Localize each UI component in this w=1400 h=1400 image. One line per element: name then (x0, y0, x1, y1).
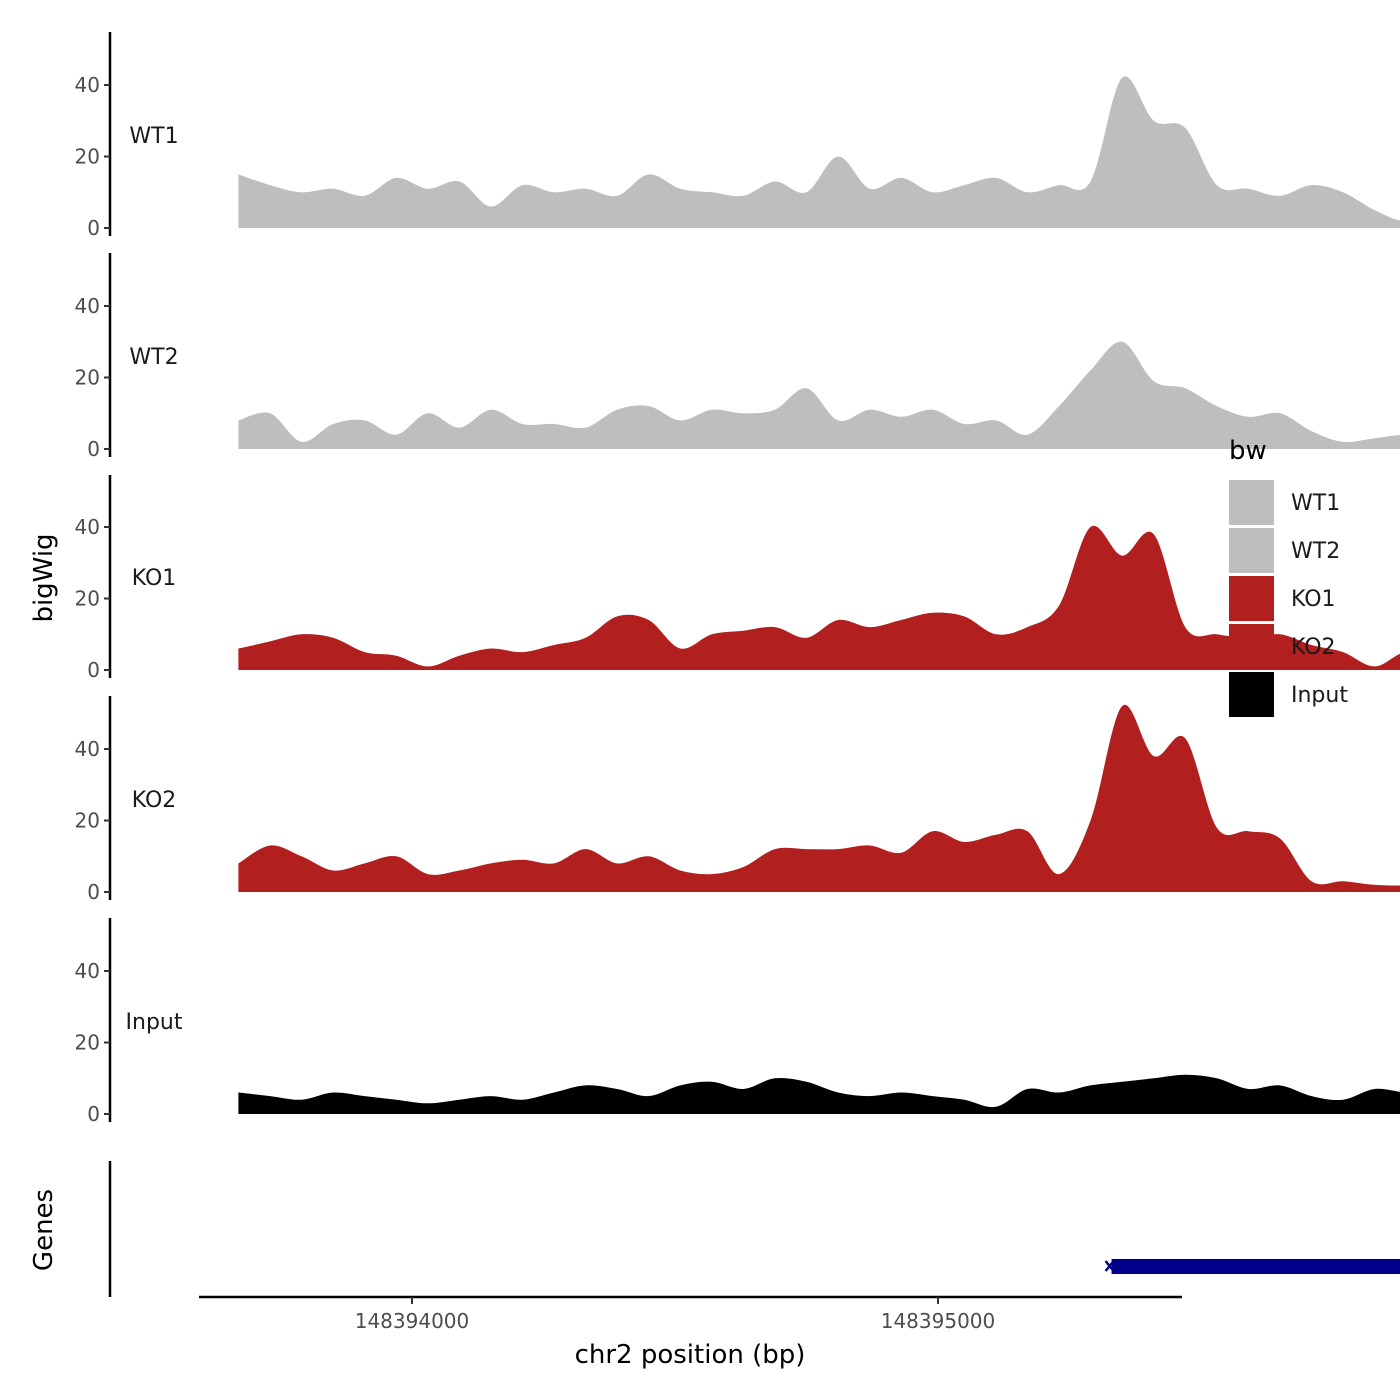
legend-label: KO1 (1291, 587, 1336, 612)
track-wt2: 0 20 40 WT2 (75, 253, 1400, 461)
genes-panel: Sstr4 (108, 1161, 1400, 1297)
legend-item-ko1: KO1 (1229, 576, 1336, 621)
legend-item-ko2: KO2 (1229, 624, 1336, 669)
y-tick-label: 40 (75, 73, 100, 97)
y-axis-title: bigWig (29, 533, 59, 622)
legend-swatch (1229, 576, 1274, 621)
x-axis: 148394000148395000148396000 (199, 1295, 1182, 1333)
y-tick-label: 40 (75, 294, 100, 318)
y-tick-label: 40 (75, 959, 100, 983)
x-tick-label: 148395000 (881, 1309, 996, 1333)
track-ko2: 0 20 40 KO2 (75, 696, 1400, 904)
genes-axis-title: Genes (29, 1189, 59, 1271)
y-tick-label: 20 (75, 809, 100, 833)
legend-swatch (1229, 624, 1274, 669)
legend-label: KO2 (1291, 635, 1336, 660)
legend-label: Input (1291, 683, 1348, 708)
y-tick-label: 0 (87, 1102, 100, 1126)
track-ko1: 0 20 40 KO1 (75, 475, 1400, 682)
legend-label: WT2 (1291, 539, 1340, 564)
track-label: WT2 (129, 345, 178, 370)
coverage-area-wt2 (238, 341, 1400, 449)
y-tick-label: 20 (75, 587, 100, 611)
y-tick-label: 20 (75, 145, 100, 169)
legend-swatch (1229, 528, 1274, 573)
legend-item-input: Input (1229, 672, 1348, 717)
y-tick-label: 20 (75, 366, 100, 390)
coverage-area-wt1 (238, 76, 1400, 228)
legend-item-wt2: WT2 (1229, 528, 1340, 573)
track-input: 0 20 40 Input (75, 918, 1400, 1126)
track-label: KO1 (132, 566, 177, 591)
x-tick-label: 148394000 (355, 1309, 470, 1333)
coverage-area-ko1 (238, 525, 1400, 670)
coverage-area-input (238, 1074, 1400, 1114)
track-label: KO2 (132, 788, 177, 813)
tracks-group: 0 20 40 WT1 0 20 40 WT2 0 20 40 KO1 0 20 40 KO2 0 20 40 Inp… (75, 32, 1400, 1126)
y-tick-label: 0 (87, 658, 100, 682)
legend-item-wt1: WT1 (1229, 480, 1340, 525)
gene-start-marker (1104, 1260, 1115, 1272)
y-tick-label: 40 (75, 737, 100, 761)
x-axis-title: chr2 position (bp) (575, 1340, 806, 1370)
coverage-area-ko2 (238, 704, 1400, 892)
legend: bw WT1 WT2 KO1 KO2 Input (1229, 436, 1348, 717)
y-tick-label: 0 (87, 437, 100, 461)
track-label: Input (126, 1010, 183, 1035)
y-tick-label: 0 (87, 880, 100, 904)
legend-swatch (1229, 480, 1274, 525)
y-tick-label: 40 (75, 515, 100, 539)
track-label: WT1 (129, 124, 178, 149)
legend-swatch (1229, 672, 1274, 717)
track-wt1: 0 20 40 WT1 (75, 32, 1400, 240)
y-tick-label: 0 (87, 216, 100, 240)
gene-body (1111, 1259, 1400, 1274)
legend-label: WT1 (1291, 491, 1340, 516)
y-tick-label: 20 (75, 1031, 100, 1055)
legend-title: bw (1229, 436, 1267, 466)
